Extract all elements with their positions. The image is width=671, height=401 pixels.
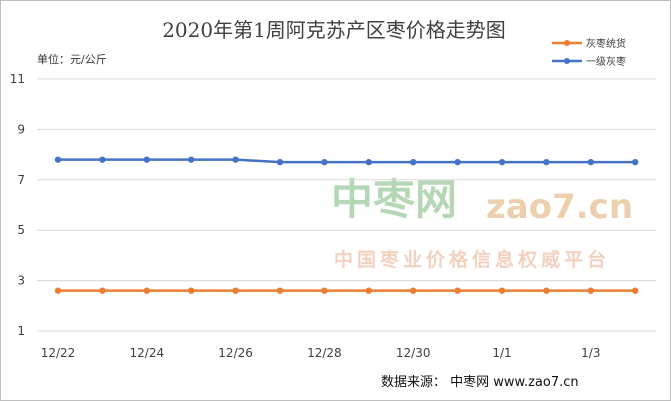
data-point (632, 287, 639, 294)
x-tick-label: 12/24 (130, 346, 165, 360)
y-tick-label: 1 (17, 324, 25, 338)
y-tick-label: 7 (17, 173, 25, 187)
data-point (143, 287, 150, 294)
data-point (498, 158, 506, 166)
x-tick-label: 12/28 (307, 346, 342, 360)
watermark-slogan: 中国枣业价格信息权威平台 (334, 248, 610, 271)
data-point (54, 287, 62, 294)
legend-swatch-marker (564, 58, 570, 64)
data-point (365, 287, 372, 294)
x-tick-label: 12/26 (218, 346, 253, 360)
data-point (321, 158, 328, 166)
series-lines (54, 156, 639, 294)
data-point (99, 156, 106, 163)
watermark: 中枣网 zao7.cn 中国枣业价格信息权威平台 (331, 175, 633, 271)
data-point (232, 156, 239, 163)
data-point (365, 158, 372, 166)
legend-swatch-marker (564, 40, 570, 46)
data-point (454, 287, 461, 294)
data-point (587, 158, 594, 166)
data-point (587, 287, 594, 294)
data-point (188, 156, 195, 163)
x-tick-label: 1/3 (581, 346, 600, 360)
data-point (410, 158, 417, 166)
data-point (276, 287, 284, 294)
series-line (58, 158, 636, 164)
x-tick-label: 12/30 (396, 346, 431, 360)
unit-label: 单位：元/公斤 (37, 52, 107, 66)
legend-label: 一级灰枣 (586, 55, 626, 68)
y-axis-ticks: 1 3 5 7 9 11 (10, 72, 25, 338)
y-tick-label: 3 (17, 274, 25, 288)
data-point (143, 156, 150, 163)
data-point (410, 287, 417, 294)
y-tick-label: 11 (10, 72, 25, 86)
y-tick-label: 5 (17, 223, 25, 237)
data-point (188, 287, 195, 294)
data-point (54, 156, 62, 163)
watermark-brand: 中枣网 (331, 175, 457, 224)
y-tick-label: 9 (17, 122, 25, 136)
data-point (276, 158, 284, 166)
x-axis-ticks: 12/22 12/24 12/26 12/28 12/30 1/1 1/3 (41, 346, 601, 360)
data-point (454, 158, 461, 166)
x-tick-label: 12/22 (41, 346, 76, 360)
data-point (543, 287, 550, 294)
gridlines (37, 78, 656, 332)
source-note: 数据来源： 中枣网 www.zao7.cn (381, 375, 579, 390)
data-point (543, 158, 550, 166)
chart-title: 2020年第1周阿克苏产区枣价格走势图 (162, 18, 506, 42)
data-point (321, 287, 328, 294)
legend-label: 灰枣统货 (586, 37, 626, 50)
data-point (99, 287, 106, 294)
data-point (632, 158, 639, 166)
data-point (498, 287, 506, 294)
data-point (232, 287, 239, 294)
watermark-url: zao7.cn (486, 187, 633, 227)
x-tick-label: 1/1 (492, 346, 511, 360)
